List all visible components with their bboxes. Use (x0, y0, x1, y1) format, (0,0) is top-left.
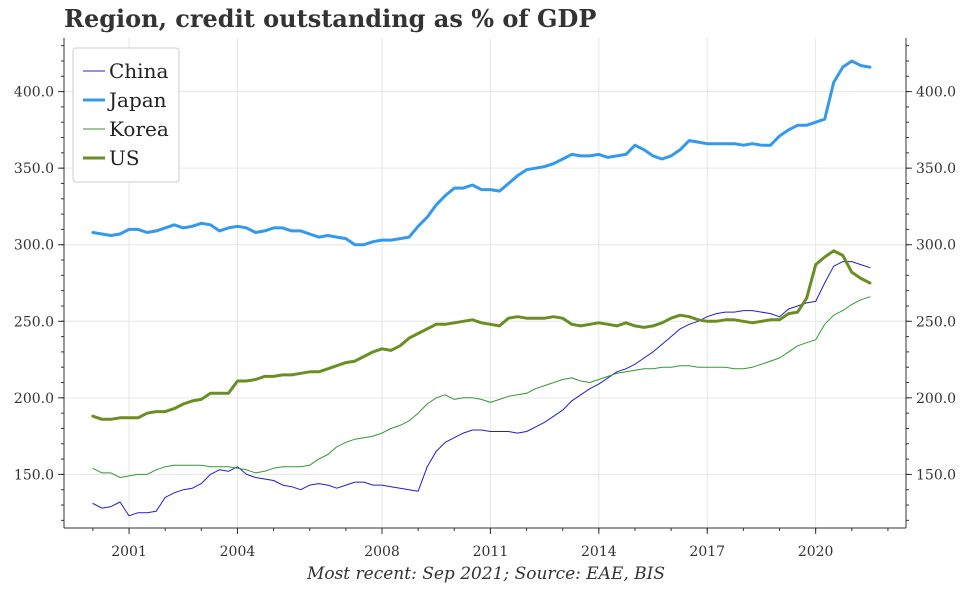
x-tick-label: 2001 (111, 544, 147, 560)
legend-label-china: China (109, 59, 168, 83)
x-tick-label: 2008 (364, 544, 400, 560)
series-line-japan (91, 59, 872, 247)
x-tick-label: 2004 (220, 544, 256, 560)
y-tick-label-right: 200.0 (916, 391, 956, 407)
legend-label-us: US (109, 146, 140, 170)
y-tick-label: 350.0 (14, 161, 54, 177)
grid (64, 38, 906, 528)
series-line-korea (92, 296, 871, 478)
legend-box (72, 47, 180, 183)
series-line-china (92, 261, 871, 517)
x-tick-label: 2017 (689, 544, 725, 560)
legend: China Japan Korea US (72, 47, 180, 183)
x-tick-label: 2014 (581, 544, 617, 560)
chart-title: Region, credit outstanding as % of GDP (64, 4, 597, 33)
y-tick-label: 250.0 (14, 314, 54, 330)
y-tick-label: 150.0 (14, 467, 54, 483)
y-tick-label: 400.0 (14, 85, 54, 101)
y-tick-label-right: 400.0 (916, 85, 956, 101)
y-tick-label-right: 150.0 (916, 467, 956, 483)
y-tick-label-right: 250.0 (916, 314, 956, 330)
y-tick-label: 200.0 (14, 391, 54, 407)
legend-label-japan: Japan (107, 88, 167, 112)
chart-caption: Most recent: Sep 2021; Source: EAE, BIS (306, 564, 666, 584)
x-tick-label: 2020 (798, 544, 834, 560)
y-tick-label: 300.0 (14, 238, 54, 254)
series-lines (91, 59, 872, 517)
legend-label-korea: Korea (109, 117, 169, 141)
y-tick-label-right: 300.0 (916, 238, 956, 254)
axes: 150.0 150.0 200.0 200.0 250.0 250.0 300.0 300.0… (14, 38, 956, 560)
y-tick-label-right: 350.0 (916, 161, 956, 177)
series-line-us (91, 249, 872, 421)
x-tick-label: 2011 (473, 544, 509, 560)
